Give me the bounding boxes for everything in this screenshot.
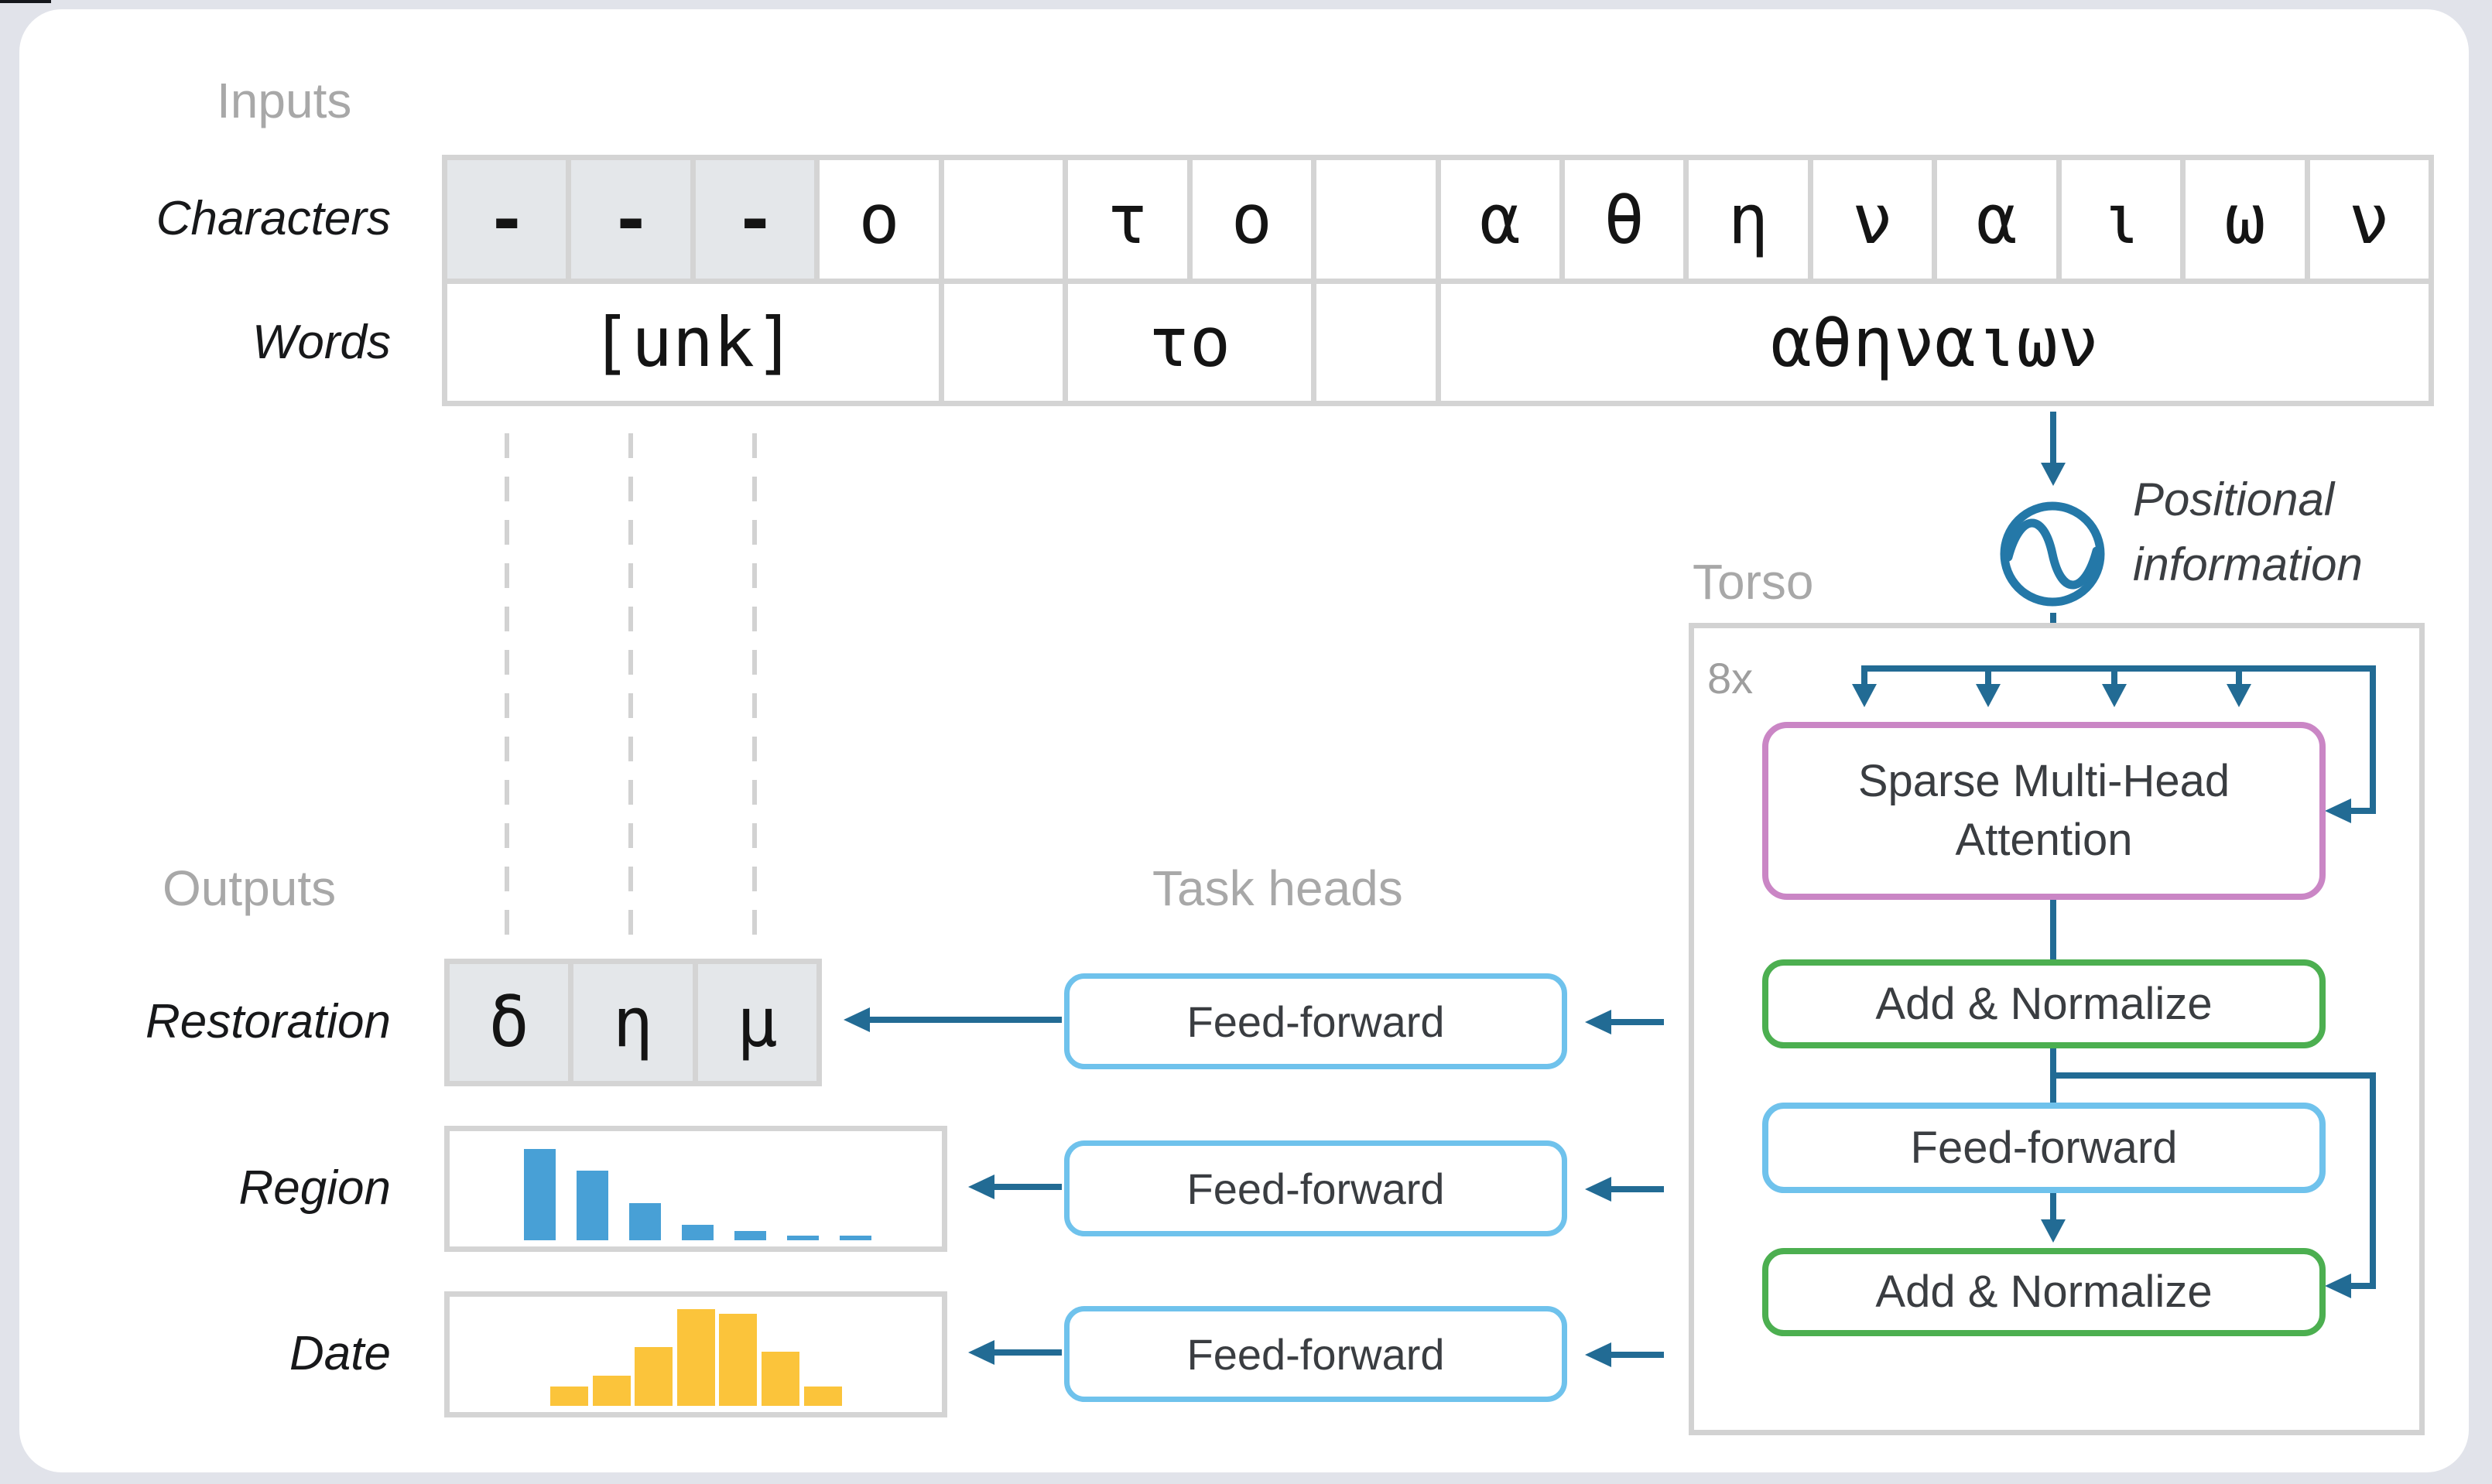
input-token-table: - - - o τ o α θ η ν α ι ω ν [unk] το αθηναιων bbox=[442, 155, 2434, 406]
torso-to-head-line bbox=[1611, 1186, 1664, 1192]
restoration-cell: δ bbox=[450, 964, 569, 1081]
torso-section-label: Torso bbox=[1693, 554, 1814, 610]
arrow-left-icon bbox=[1585, 1010, 1611, 1034]
character-cell: α bbox=[1440, 160, 1559, 279]
words-row-label: Words bbox=[252, 316, 391, 369]
restoration-row-label: Restoration bbox=[145, 995, 391, 1048]
outputs-section-label: Outputs bbox=[163, 860, 337, 916]
probability-bar bbox=[677, 1309, 715, 1406]
probability-bar bbox=[762, 1352, 799, 1406]
mask-guide-line bbox=[628, 433, 633, 953]
character-cell: ν bbox=[2309, 160, 2429, 279]
arrow-down-icon bbox=[1976, 684, 2001, 707]
positional-information-label: Positional information bbox=[2133, 474, 2363, 590]
characters-row-label: Characters bbox=[156, 192, 391, 245]
torso-to-head-line bbox=[1611, 1019, 1664, 1025]
word-cell: αθηναιων bbox=[1440, 284, 2429, 401]
inputs-section-label: Inputs bbox=[217, 73, 352, 128]
probability-bar bbox=[629, 1203, 661, 1240]
probability-bar bbox=[734, 1231, 766, 1240]
fork-stub bbox=[1861, 665, 1867, 687]
sparse-attention-block: Sparse Multi-Head Attention bbox=[1762, 722, 2326, 900]
repeat-factor-label: 8x bbox=[1707, 654, 1754, 703]
character-cell: θ bbox=[1564, 160, 1684, 279]
probability-bar bbox=[550, 1387, 588, 1406]
date-row-label: Date bbox=[289, 1327, 391, 1380]
probability-bar bbox=[593, 1376, 631, 1406]
probability-bar bbox=[635, 1347, 673, 1406]
word-cell bbox=[1316, 284, 1436, 401]
character-cell: ν bbox=[1813, 160, 1932, 279]
torso-to-head-line bbox=[1611, 1352, 1664, 1358]
probability-bar bbox=[804, 1387, 842, 1406]
fork-stub bbox=[2236, 665, 2242, 687]
fork-stub bbox=[2111, 665, 2117, 687]
skip-connection-line bbox=[2370, 1072, 2376, 1286]
character-cell: - bbox=[447, 160, 567, 279]
torso-feedforward-block: Feed-forward bbox=[1762, 1103, 2326, 1193]
character-cell: o bbox=[1192, 160, 1312, 279]
character-cell: α bbox=[1937, 160, 2056, 279]
head-to-output-line bbox=[994, 1349, 1062, 1356]
word-cell bbox=[943, 284, 1063, 401]
arrow-down-icon bbox=[2102, 684, 2127, 707]
words-to-positional-line bbox=[2050, 412, 2056, 466]
arrow-left-icon bbox=[2325, 798, 2351, 823]
arrow-left-icon bbox=[968, 1175, 994, 1199]
residual-line bbox=[2370, 665, 2376, 814]
probability-bar bbox=[682, 1225, 714, 1240]
connector-line bbox=[2050, 900, 2056, 959]
character-cell: η bbox=[1689, 160, 1808, 279]
arrow-left-icon bbox=[968, 1340, 994, 1365]
mask-guide-line bbox=[505, 433, 509, 953]
date-head-box: Feed-forward bbox=[1064, 1306, 1567, 1402]
head-to-output-line bbox=[994, 1184, 1062, 1190]
date-distribution-chart bbox=[444, 1291, 947, 1417]
character-cell: o bbox=[820, 160, 939, 279]
arrow-down-icon bbox=[2041, 463, 2066, 486]
word-cell: [unk] bbox=[447, 284, 939, 401]
skip-connection-line bbox=[2052, 1072, 2376, 1079]
character-cell: - bbox=[571, 160, 690, 279]
arrow-down-icon bbox=[2041, 1219, 2066, 1243]
head-to-output-line bbox=[870, 1017, 1062, 1023]
arrow-left-icon bbox=[844, 1007, 870, 1032]
region-row-label: Region bbox=[238, 1161, 391, 1215]
arrow-down-icon bbox=[1852, 684, 1877, 707]
word-cell: το bbox=[1068, 284, 1312, 401]
add-normalize-block-1: Add & Normalize bbox=[1762, 959, 2326, 1048]
arrow-down-icon bbox=[2227, 684, 2251, 707]
character-cell: τ bbox=[1068, 160, 1187, 279]
probability-bar bbox=[840, 1236, 871, 1240]
add-normalize-block-2: Add & Normalize bbox=[1762, 1248, 2326, 1336]
character-cell bbox=[1316, 160, 1436, 279]
fork-line bbox=[1861, 665, 2376, 672]
region-head-box: Feed-forward bbox=[1064, 1140, 1567, 1236]
mask-guide-line bbox=[752, 433, 757, 953]
character-cell bbox=[943, 160, 1063, 279]
character-cell: ω bbox=[2186, 160, 2305, 279]
character-cell: - bbox=[695, 160, 815, 279]
probability-bar bbox=[719, 1314, 757, 1406]
restoration-cell: μ bbox=[697, 964, 816, 1081]
region-distribution-chart bbox=[444, 1126, 947, 1252]
skip-connection-line bbox=[2350, 1283, 2376, 1289]
arrow-left-icon bbox=[1585, 1177, 1611, 1202]
probability-bar bbox=[524, 1149, 556, 1240]
task-heads-section-label: Task heads bbox=[1152, 860, 1403, 916]
restoration-head-box: Feed-forward bbox=[1064, 973, 1567, 1069]
arrow-left-icon bbox=[2325, 1274, 2351, 1298]
character-cell: ι bbox=[2061, 160, 2181, 279]
connector-line bbox=[2050, 1193, 2056, 1222]
positional-encoding-icon bbox=[2000, 501, 2105, 607]
residual-line bbox=[2350, 808, 2376, 814]
fork-stub bbox=[1985, 665, 1991, 687]
arrow-left-icon bbox=[1585, 1342, 1611, 1367]
restoration-cell: η bbox=[573, 964, 693, 1081]
screenshot-artifact bbox=[0, 0, 51, 3]
probability-bar bbox=[787, 1236, 819, 1240]
probability-bar bbox=[577, 1171, 608, 1240]
